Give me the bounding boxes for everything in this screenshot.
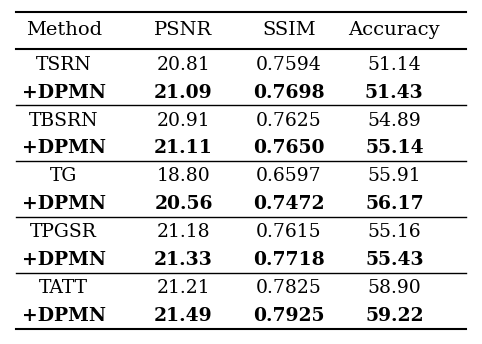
Text: SSIM: SSIM xyxy=(262,21,316,40)
Text: 0.6597: 0.6597 xyxy=(256,168,321,185)
Text: 55.14: 55.14 xyxy=(365,139,424,158)
Text: 21.49: 21.49 xyxy=(154,308,213,325)
Text: 55.16: 55.16 xyxy=(368,224,421,241)
Text: +DPMN: +DPMN xyxy=(22,195,106,213)
Text: 58.90: 58.90 xyxy=(367,279,421,298)
Text: 0.7615: 0.7615 xyxy=(256,224,321,241)
Text: TATT: TATT xyxy=(39,279,88,298)
Text: 20.91: 20.91 xyxy=(157,111,210,129)
Text: 0.7625: 0.7625 xyxy=(256,111,322,129)
Text: 59.22: 59.22 xyxy=(365,308,424,325)
Text: +DPMN: +DPMN xyxy=(22,139,106,158)
Text: 21.33: 21.33 xyxy=(154,251,213,269)
Text: 21.09: 21.09 xyxy=(154,84,213,101)
Text: TG: TG xyxy=(50,168,78,185)
Text: 21.11: 21.11 xyxy=(154,139,213,158)
Text: 54.89: 54.89 xyxy=(367,111,421,129)
Text: +DPMN: +DPMN xyxy=(22,84,106,101)
Text: 55.91: 55.91 xyxy=(368,168,421,185)
Text: 18.80: 18.80 xyxy=(157,168,210,185)
Text: +DPMN: +DPMN xyxy=(22,251,106,269)
Text: 56.17: 56.17 xyxy=(365,195,424,213)
Text: 20.81: 20.81 xyxy=(157,55,210,74)
Text: 0.7718: 0.7718 xyxy=(253,251,325,269)
Text: 0.7825: 0.7825 xyxy=(256,279,322,298)
Text: TSRN: TSRN xyxy=(36,55,92,74)
Text: 51.14: 51.14 xyxy=(368,55,421,74)
Text: Accuracy: Accuracy xyxy=(348,21,440,40)
Text: +DPMN: +DPMN xyxy=(22,308,106,325)
Text: 21.18: 21.18 xyxy=(157,224,210,241)
Text: 0.7650: 0.7650 xyxy=(253,139,325,158)
Text: 0.7925: 0.7925 xyxy=(253,308,325,325)
Text: 21.21: 21.21 xyxy=(157,279,210,298)
Text: 51.43: 51.43 xyxy=(365,84,424,101)
Text: 55.43: 55.43 xyxy=(365,251,424,269)
Text: PSNR: PSNR xyxy=(154,21,213,40)
Text: 0.7472: 0.7472 xyxy=(253,195,325,213)
Text: 20.56: 20.56 xyxy=(154,195,213,213)
Text: Method: Method xyxy=(26,21,102,40)
Text: 0.7698: 0.7698 xyxy=(253,84,325,101)
Text: TBSRN: TBSRN xyxy=(29,111,98,129)
Text: TPGSR: TPGSR xyxy=(30,224,97,241)
Text: 0.7594: 0.7594 xyxy=(256,55,322,74)
